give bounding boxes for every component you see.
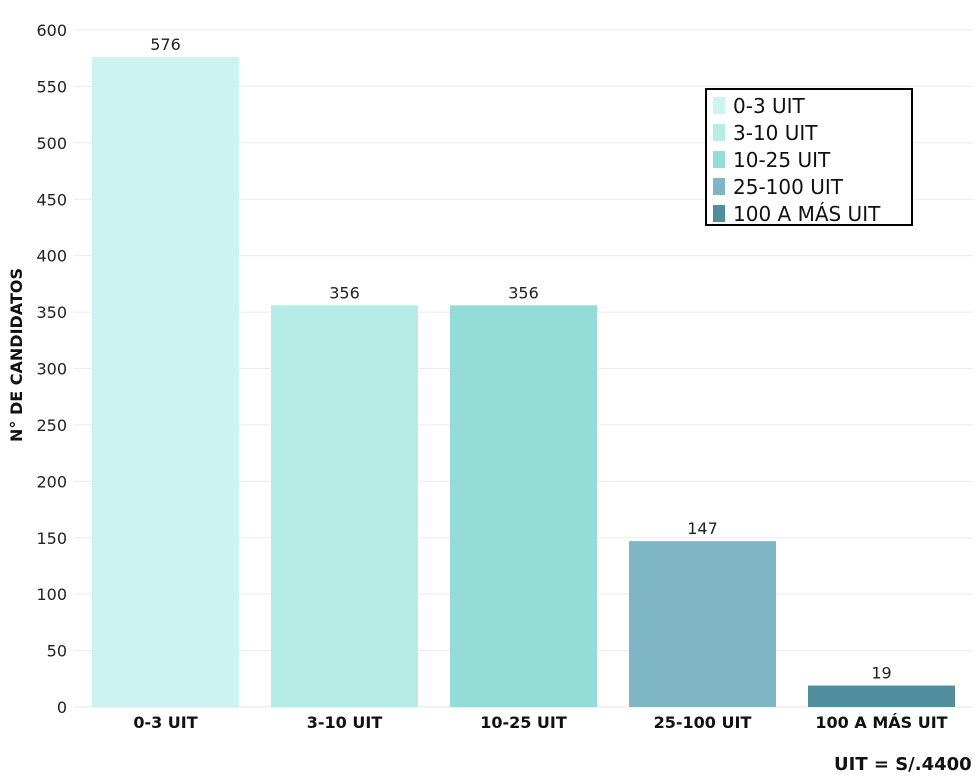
data-label: 356 xyxy=(329,283,360,302)
bar xyxy=(271,305,418,707)
bar xyxy=(92,57,239,707)
legend-item: 100 A MÁS UIT xyxy=(713,200,911,227)
data-labels: 576 356 356 147 19 xyxy=(150,35,891,682)
legend-swatch xyxy=(713,151,725,168)
legend-item: 3-10 UIT xyxy=(713,119,911,146)
y-tick-label: 0 xyxy=(57,698,67,717)
legend-item: 10-25 UIT xyxy=(713,146,911,173)
y-tick-label: 500 xyxy=(36,134,67,153)
y-tick-label: 550 xyxy=(36,77,67,96)
legend-label: 0-3 UIT xyxy=(733,93,805,118)
y-tick-label: 300 xyxy=(36,360,67,379)
data-label: 147 xyxy=(687,519,718,538)
y-tick-label: 50 xyxy=(47,642,67,661)
x-axis-ticks: 0-3 UIT 3-10 UIT 10-25 UIT 25-100 UIT 100 A … xyxy=(133,713,947,732)
legend-label: 100 A MÁS UIT xyxy=(733,201,881,226)
y-tick-label: 400 xyxy=(36,247,67,266)
x-tick-label: 0-3 UIT xyxy=(133,713,197,732)
legend-item: 0-3 UIT xyxy=(713,92,911,119)
data-label: 576 xyxy=(150,35,181,54)
legend-label: 10-25 UIT xyxy=(733,147,831,172)
y-tick-label: 600 xyxy=(36,21,67,40)
legend-swatch xyxy=(713,97,725,114)
y-axis-ticks: 0 50 100 150 200 250 300 350 400 450 500 550 600 xyxy=(36,21,67,717)
bar xyxy=(450,305,597,707)
y-tick-label: 200 xyxy=(36,472,67,491)
bar xyxy=(629,541,776,707)
legend-swatch xyxy=(713,178,725,195)
bar xyxy=(808,685,955,707)
y-tick-label: 350 xyxy=(36,303,67,322)
bars xyxy=(92,57,955,707)
legend-swatch xyxy=(713,205,725,222)
legend-swatch xyxy=(713,124,725,141)
y-tick-label: 250 xyxy=(36,416,67,435)
x-tick-label: 10-25 UIT xyxy=(480,713,567,732)
data-label: 356 xyxy=(508,283,539,302)
x-tick-label: 25-100 UIT xyxy=(654,713,752,732)
legend-label: 3-10 UIT xyxy=(733,120,818,145)
y-axis-label: N° DE CANDIDATOS xyxy=(7,268,26,442)
legend-label: 25-100 UIT xyxy=(733,174,843,199)
x-tick-label: 3-10 UIT xyxy=(307,713,383,732)
legend-item: 25-100 UIT xyxy=(713,173,911,200)
data-label: 19 xyxy=(871,664,891,683)
x-tick-label: 100 A MÁS UIT xyxy=(815,713,947,732)
legend: 0-3 UIT 3-10 UIT 10-25 UIT 25-100 UIT 100 A … xyxy=(705,88,913,226)
uit-footnote: UIT = S/.4400 xyxy=(834,754,972,775)
y-tick-label: 450 xyxy=(36,190,67,209)
y-tick-label: 100 xyxy=(36,585,67,604)
y-tick-label: 150 xyxy=(36,529,67,548)
